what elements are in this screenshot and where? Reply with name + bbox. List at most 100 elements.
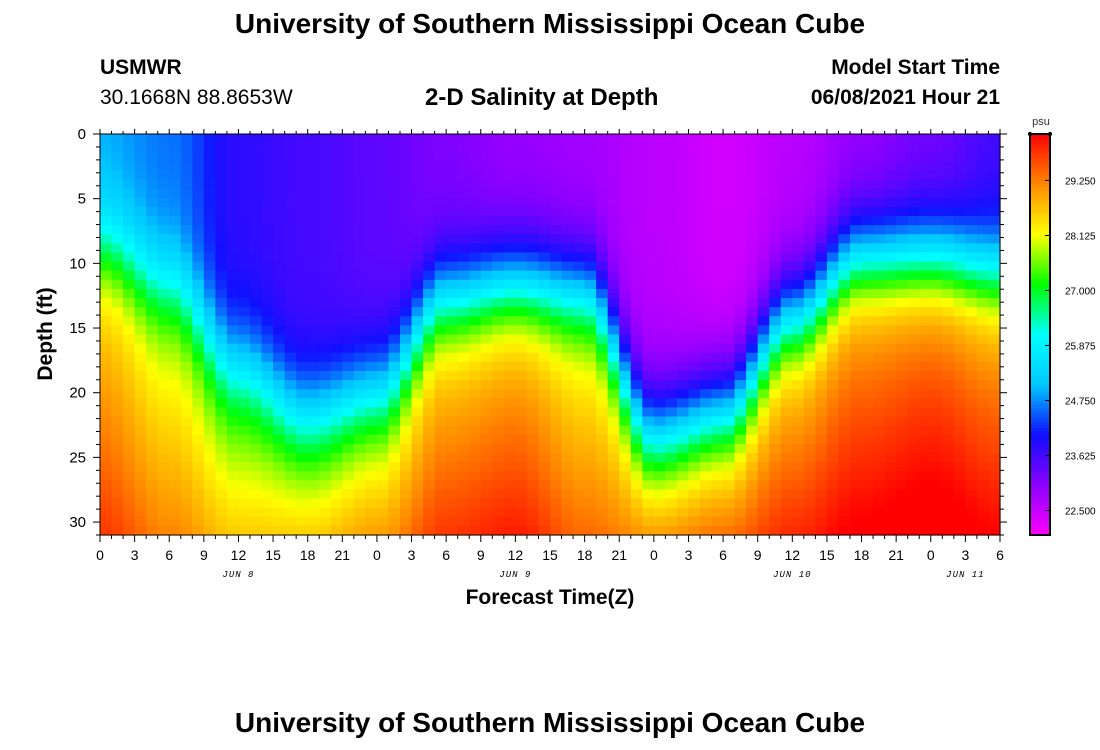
colorbar-segment xyxy=(1030,220,1050,225)
heatmap-cell xyxy=(423,361,436,372)
heatmap-cell xyxy=(919,161,932,172)
heatmap-cell xyxy=(584,425,597,436)
heatmap-cell xyxy=(965,334,978,345)
heatmap-cell xyxy=(676,480,690,491)
heatmap-cell xyxy=(838,480,851,491)
heatmap-cell xyxy=(480,152,493,162)
heatmap-cell xyxy=(480,307,493,317)
heatmap-cell xyxy=(642,179,655,190)
heatmap-cell xyxy=(596,443,609,454)
heatmap-cell xyxy=(896,225,909,235)
heatmap-cell xyxy=(757,389,770,399)
heatmap-cell xyxy=(273,170,286,181)
heatmap-cell xyxy=(376,234,390,244)
heatmap-cell xyxy=(284,279,297,290)
heatmap-cell xyxy=(746,325,759,336)
heatmap-cell xyxy=(457,325,470,336)
heatmap-cell xyxy=(780,234,793,244)
heatmap-cell xyxy=(411,516,424,527)
heatmap-cell xyxy=(423,298,436,308)
heatmap-cell xyxy=(492,325,505,336)
heatmap-cell xyxy=(400,343,413,354)
heatmap-cell xyxy=(400,489,413,500)
heatmap-cell xyxy=(342,316,355,326)
heatmap-cell xyxy=(780,206,793,217)
heatmap-cell xyxy=(492,161,505,172)
heatmap-cell xyxy=(780,134,793,144)
heatmap-cell xyxy=(307,307,320,317)
heatmap-cell xyxy=(457,525,470,536)
heatmap-cell xyxy=(711,370,724,381)
heatmap-cell xyxy=(607,352,620,363)
heatmap-cell xyxy=(284,443,297,454)
colorbar-segment xyxy=(1030,411,1050,416)
heatmap-cell xyxy=(469,443,482,454)
heatmap-cell xyxy=(896,298,909,308)
colorbar-segment xyxy=(1030,397,1050,402)
heatmap-cell xyxy=(642,225,655,235)
heatmap-cell xyxy=(296,489,309,500)
heatmap-cell xyxy=(434,170,447,181)
heatmap-cell xyxy=(630,389,643,399)
heatmap-cell xyxy=(100,452,113,463)
heatmap-cell xyxy=(330,152,343,162)
heatmap-cell xyxy=(157,480,170,491)
heatmap-cell xyxy=(400,279,413,290)
heatmap-cell xyxy=(861,179,874,190)
heatmap-cell xyxy=(988,434,1001,445)
heatmap-cell xyxy=(850,525,863,536)
heatmap-cell xyxy=(826,134,840,144)
heatmap-cell xyxy=(157,370,170,381)
heatmap-cell xyxy=(826,316,840,326)
heatmap-cell xyxy=(815,471,828,481)
heatmap-cell xyxy=(550,425,563,436)
heatmap-cell xyxy=(446,434,459,445)
heatmap-cell xyxy=(446,325,459,336)
heatmap-cell xyxy=(769,325,782,336)
heatmap-cell xyxy=(192,525,205,536)
colorbar-segment xyxy=(1030,337,1050,342)
heatmap-cell xyxy=(930,270,943,281)
heatmap-cell xyxy=(965,316,978,326)
heatmap-cell xyxy=(100,288,113,299)
heatmap-cell xyxy=(884,197,897,208)
heatmap-cell xyxy=(446,298,459,308)
heatmap-cell xyxy=(503,334,516,345)
heatmap-cell xyxy=(157,462,170,472)
heatmap-cell xyxy=(884,316,897,326)
heatmap-cell xyxy=(826,170,840,181)
heatmap-cell xyxy=(780,170,793,181)
heatmap-cell xyxy=(642,143,655,153)
heatmap-cell xyxy=(734,143,747,153)
heatmap-cell xyxy=(284,452,297,463)
heatmap-cell xyxy=(953,361,966,372)
heatmap-cell xyxy=(769,443,782,454)
heatmap-cell xyxy=(319,389,332,399)
heatmap-cell xyxy=(515,307,528,317)
heatmap-cell xyxy=(792,452,805,463)
heatmap-cell xyxy=(296,352,309,363)
heatmap-cell xyxy=(873,416,886,427)
heatmap-cell xyxy=(515,443,528,454)
heatmap-cell xyxy=(273,279,286,290)
heatmap-cell xyxy=(988,416,1001,427)
heatmap-cell xyxy=(884,161,897,172)
heatmap-cell xyxy=(146,216,159,226)
heatmap-cell xyxy=(896,325,909,336)
heatmap-cell xyxy=(273,325,286,336)
model-start-time: 06/08/2021 Hour 21 xyxy=(810,86,1000,109)
heatmap-cell xyxy=(434,425,447,436)
heatmap-cell xyxy=(469,307,482,317)
heatmap-cell xyxy=(342,288,355,299)
heatmap-cell xyxy=(561,352,574,363)
heatmap-cell xyxy=(146,206,159,217)
heatmap-cell xyxy=(423,307,436,317)
heatmap-cell xyxy=(400,434,413,445)
heatmap-cell xyxy=(319,516,332,527)
heatmap-cell xyxy=(700,325,713,336)
heatmap-cell xyxy=(792,134,805,144)
heatmap-cell xyxy=(492,197,505,208)
heatmap-cell xyxy=(607,407,620,418)
heatmap-cell xyxy=(411,334,424,345)
heatmap-cell xyxy=(111,216,124,226)
